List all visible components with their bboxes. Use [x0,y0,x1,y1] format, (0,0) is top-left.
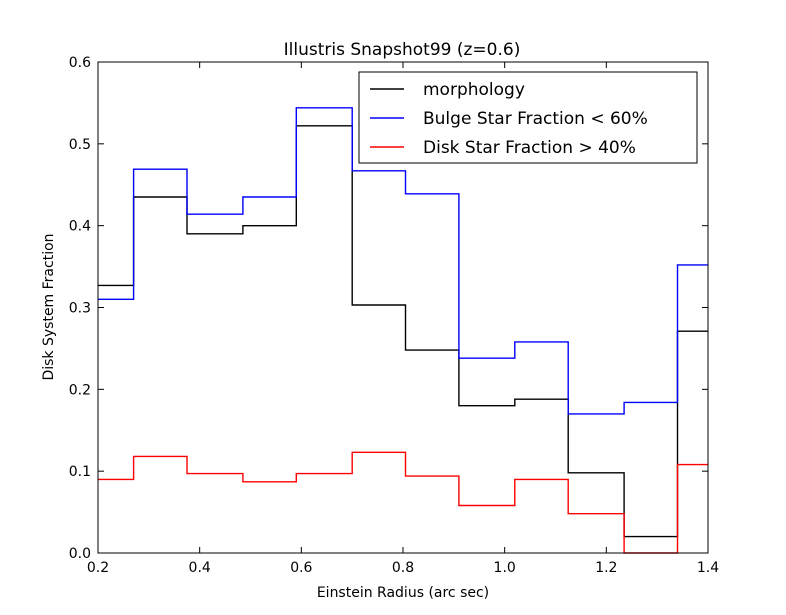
legend-label-2: Disk Star Fraction > 40% [423,138,636,158]
x-tick-label: 0.4 [189,560,211,576]
legend: morphology Bulge Star Fraction < 60% Disk … [358,71,698,164]
x-tick-label: 0.2 [87,560,109,576]
x-tick-label: 1.0 [494,560,516,576]
series-line-2 [98,451,708,554]
series-layer [98,107,708,554]
x-axis-label: Einstein Radius (arc sec) [317,585,489,601]
y-tick-label: 0.0 [69,546,91,562]
x-tick-label: 1.4 [697,560,719,576]
y-tick-label: 0.2 [69,382,91,398]
ticks-layer: 0.2 0.4 0.6 0.8 1.0 1.2 1.4 0.0 0.1 0.2 0.3 0.4 0.5 0… [69,55,719,576]
chart-title: Illustris Snapshot99 (z=0.6) [284,40,521,60]
y-tick-label: 0.6 [69,55,91,71]
y-axis-label: Disk System Fraction [41,233,57,380]
legend-label-0: morphology [423,80,525,100]
x-tick-label: 0.8 [392,560,414,576]
legend-label-1: Bulge Star Fraction < 60% [423,109,648,129]
y-tick-label: 0.3 [69,301,91,317]
y-tick-label: 0.4 [69,219,91,235]
x-tick-label: 0.6 [290,560,312,576]
series-line-1 [98,107,708,415]
legend-box [358,71,698,164]
series-line-0 [98,125,708,538]
y-tick-label: 0.5 [69,137,91,153]
y-tick-label: 0.1 [69,464,91,480]
x-tick-label: 1.2 [595,560,617,576]
